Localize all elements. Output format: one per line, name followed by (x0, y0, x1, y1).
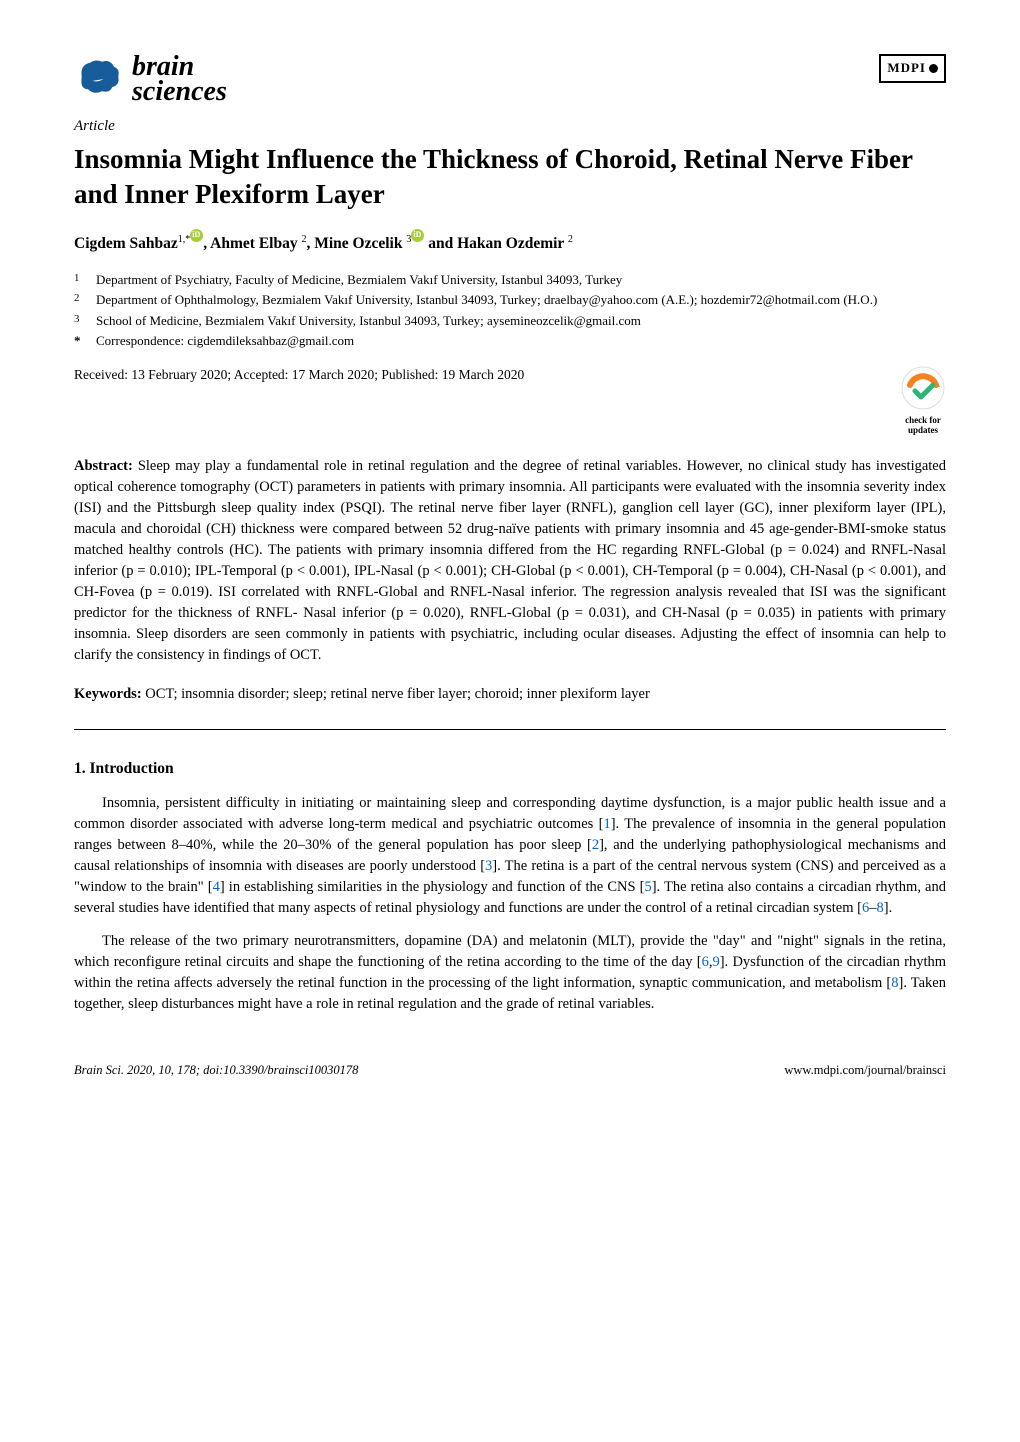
citation-link[interactable]: 1 (603, 816, 610, 832)
section-divider (74, 729, 946, 730)
check-updates-line2: updates (908, 425, 938, 435)
citation-link[interactable]: 5 (644, 879, 651, 895)
footer-journal-url[interactable]: www.mdpi.com/journal/brainsci (784, 1061, 946, 1079)
correspondence-text: Correspondence: cigdemdileksahbaz@gmail.… (96, 331, 354, 351)
brain-icon (74, 55, 124, 104)
keywords-paragraph: Keywords: OCT; insomnia disorder; sleep;… (74, 684, 946, 705)
affiliation-text: School of Medicine, Bezmialem Vakıf Univ… (96, 311, 641, 331)
author-3-name: , Mine Ozcelik (306, 235, 402, 252)
corresponding-marker: * (74, 331, 86, 351)
affiliation-number: 2 (74, 290, 86, 310)
abstract-text: Sleep may play a fundamental role in ret… (74, 458, 946, 663)
page-footer: Brain Sci. 2020, 10, 178; doi:10.3390/br… (74, 1061, 946, 1079)
orcid-icon[interactable] (190, 229, 203, 242)
citation-link[interactable]: 8 (891, 975, 898, 991)
footer-citation: Brain Sci. 2020, 10, 178; doi:10.3390/br… (74, 1061, 358, 1079)
affiliation-row: 3 School of Medicine, Bezmialem Vakıf Un… (74, 311, 946, 331)
author-1-name: Cigdem Sahbaz (74, 235, 178, 252)
keywords-text: OCT; insomnia disorder; sleep; retinal n… (142, 686, 650, 702)
mdpi-dot-icon (929, 64, 938, 73)
article-type-label: Article (74, 116, 946, 138)
keywords-label: Keywords: (74, 686, 142, 702)
affiliation-row: 1 Department of Psychiatry, Faculty of M… (74, 270, 946, 290)
citation-link[interactable]: 9 (712, 954, 719, 970)
affiliation-row: * Correspondence: cigdemdileksahbaz@gmai… (74, 331, 946, 351)
journal-name-word2: sciences (132, 79, 227, 104)
check-for-updates-badge[interactable]: check for updates (900, 365, 946, 436)
affiliation-number: 3 (74, 311, 86, 331)
affiliation-row: 2 Department of Ophthalmology, Bezmialem… (74, 290, 946, 310)
orcid-icon[interactable] (411, 229, 424, 242)
authors-and: and (424, 235, 457, 252)
article-title: Insomnia Might Influence the Thickness o… (74, 142, 946, 211)
dates-row: Received: 13 February 2020; Accepted: 17… (74, 365, 946, 436)
abstract-label: Abstract: (74, 458, 133, 474)
publisher-logo: MDPI (879, 54, 946, 83)
abstract-paragraph: Abstract: Sleep may play a fundamental r… (74, 456, 946, 666)
author-2-name: , Ahmet Elbay (203, 235, 297, 252)
page-header: brain sciences MDPI (74, 54, 946, 104)
citation-link[interactable]: 4 (213, 879, 220, 895)
author-4-name: Hakan Ozdemir (457, 235, 564, 252)
author-4-affil: 2 (568, 234, 573, 245)
check-updates-line1: check for (905, 415, 941, 425)
affiliation-number: 1 (74, 270, 86, 290)
body-paragraph: The release of the two primary neurotran… (74, 931, 946, 1015)
publisher-name: MDPI (887, 59, 926, 78)
journal-logo: brain sciences (74, 54, 227, 104)
authors-line: Cigdem Sahbaz1,*, Ahmet Elbay 2, Mine Oz… (74, 229, 946, 256)
body-paragraph: Insomnia, persistent difficulty in initi… (74, 793, 946, 919)
section-heading-introduction: 1. Introduction (74, 758, 946, 780)
citation-link[interactable]: 2 (592, 837, 599, 853)
affiliation-text: Department of Ophthalmology, Bezmialem V… (96, 290, 877, 310)
para-text: ]. (884, 900, 892, 916)
citation-link[interactable]: 6 (702, 954, 709, 970)
affiliations-block: 1 Department of Psychiatry, Faculty of M… (74, 270, 946, 351)
citation-link[interactable]: 8 (876, 900, 883, 916)
para-text: ] in establishing similarities in the ph… (220, 879, 645, 895)
publication-dates: Received: 13 February 2020; Accepted: 17… (74, 365, 524, 385)
affiliation-text: Department of Psychiatry, Faculty of Med… (96, 270, 622, 290)
